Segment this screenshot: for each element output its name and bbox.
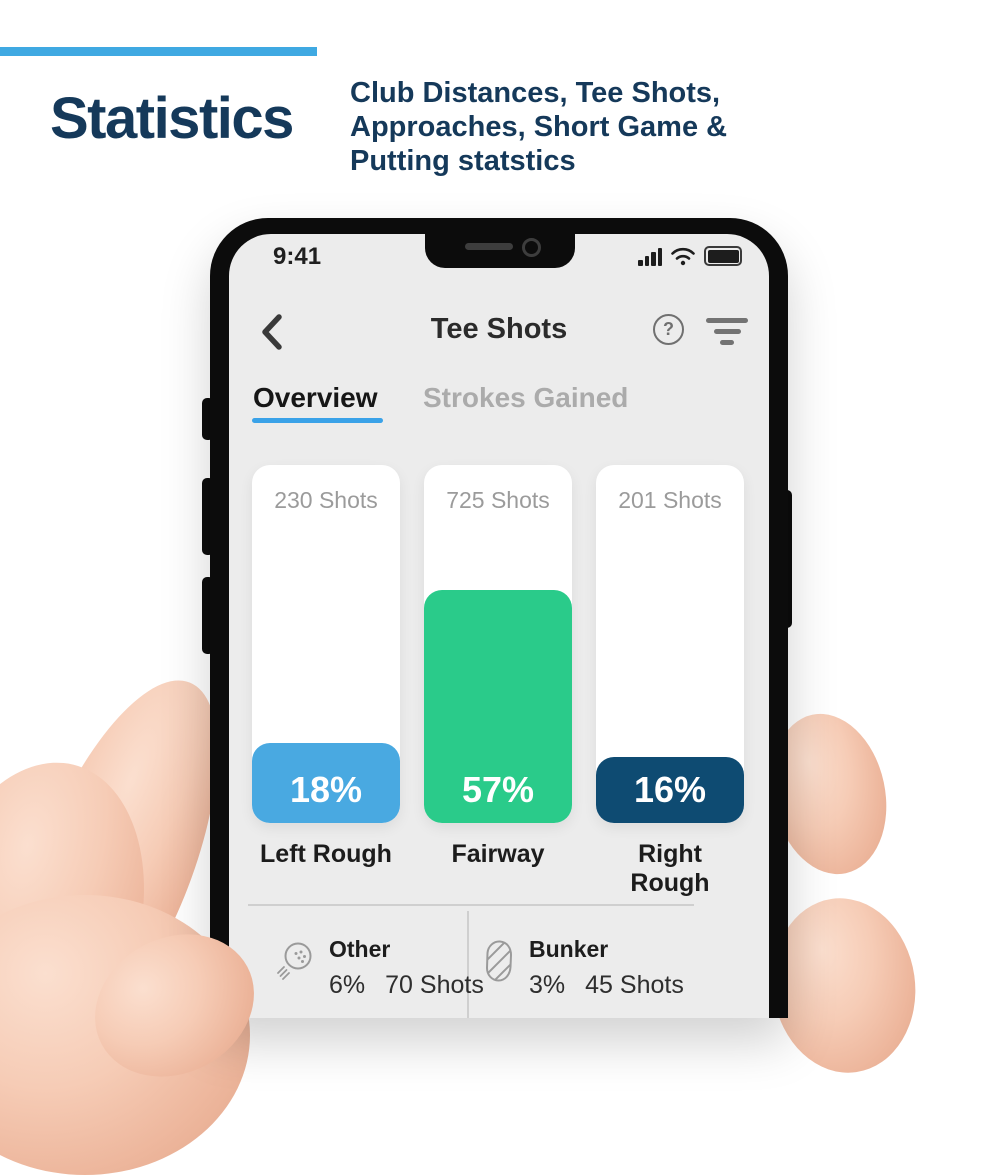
tab-overview[interactable]: Overview [253, 382, 378, 413]
horizontal-divider [248, 904, 694, 906]
vertical-divider [467, 911, 469, 1018]
shot-count: 725 Shots [446, 487, 550, 513]
front-camera [522, 238, 541, 257]
legend-shots: 70 Shots [385, 971, 484, 999]
status-icons [638, 246, 742, 266]
subtitle-line-3: Putting statstics [350, 145, 576, 177]
status-time: 9:41 [273, 243, 322, 270]
shot-count: 230 Shots [274, 487, 378, 513]
legend-label-other: Other [329, 936, 391, 962]
category-label-left-rough: Left Rough [260, 840, 392, 868]
legend-percent: 6% [329, 971, 366, 999]
stat-card-left-rough: 230 Shots 18% [252, 465, 400, 823]
tab-active-underline [252, 418, 383, 423]
bunker-icon [485, 940, 513, 982]
legend-label-bunker: Bunker [529, 936, 609, 962]
percent-label: 16% [633, 769, 707, 810]
tab-strokes-gained[interactable]: Strokes Gained [423, 382, 629, 413]
legend-percent: 3% [529, 971, 566, 999]
golf-ball-icon [277, 942, 312, 980]
phone-screen: 9:41 Tee Shots ? Overview [229, 234, 769, 1018]
wifi-icon [671, 247, 695, 266]
shot-count: 201 Shots [618, 487, 722, 513]
bar-left-rough: 18% [252, 743, 400, 823]
phone-frame: 9:41 Tee Shots ? Overview [210, 218, 788, 1018]
signal-strength-icon [638, 248, 662, 266]
stat-card-right-rough: 201 Shots 16% [596, 465, 744, 823]
percent-label: 18% [289, 769, 363, 810]
page-title: Statistics [50, 86, 294, 151]
back-chevron-icon[interactable] [260, 314, 284, 350]
subtitle-line-1: Club Distances, Tee Shots, [350, 77, 721, 109]
subtitle-line-2: Approaches, Short Game & [350, 111, 728, 143]
legend-values-bunker: 3% 45 Shots [529, 971, 684, 1000]
accent-line [0, 47, 317, 56]
speaker-slot [465, 243, 513, 250]
category-label-right-rough: Right Rough [630, 840, 710, 897]
bar-fairway: 57% [424, 590, 572, 823]
legend-values-other: 6% 70 Shots [329, 971, 484, 1000]
phone-notch [425, 234, 575, 268]
stat-card-fairway: 725 Shots 57% [424, 465, 572, 823]
bar-right-rough: 16% [596, 757, 744, 823]
help-icon[interactable]: ? [653, 314, 684, 345]
battery-icon [704, 246, 742, 266]
page-subtitle: Club Distances, Tee Shots, Approaches, S… [350, 76, 727, 178]
percent-label: 57% [461, 769, 535, 810]
category-label-fairway: Fairway [451, 840, 545, 868]
filter-icon[interactable] [706, 318, 748, 351]
screen-title: Tee Shots [430, 313, 568, 345]
legend-shots: 45 Shots [585, 971, 684, 999]
